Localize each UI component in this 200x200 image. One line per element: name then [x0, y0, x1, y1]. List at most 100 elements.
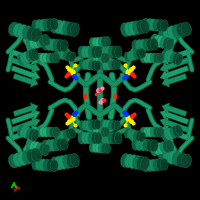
Ellipse shape	[17, 152, 28, 165]
Ellipse shape	[101, 143, 108, 153]
Ellipse shape	[55, 20, 64, 34]
Ellipse shape	[153, 143, 161, 155]
Ellipse shape	[156, 159, 165, 171]
Ellipse shape	[150, 53, 157, 63]
Ellipse shape	[163, 37, 171, 49]
Ellipse shape	[8, 22, 19, 36]
Ellipse shape	[105, 132, 112, 144]
Ellipse shape	[85, 120, 92, 130]
Ellipse shape	[29, 141, 37, 153]
Ellipse shape	[39, 127, 47, 137]
Ellipse shape	[49, 127, 57, 137]
Ellipse shape	[121, 23, 130, 37]
Ellipse shape	[46, 19, 55, 31]
Ellipse shape	[127, 51, 134, 61]
Ellipse shape	[26, 128, 33, 139]
Ellipse shape	[102, 120, 109, 130]
Polygon shape	[160, 125, 189, 140]
Ellipse shape	[45, 39, 54, 51]
Ellipse shape	[94, 119, 101, 129]
Ellipse shape	[46, 159, 55, 171]
Ellipse shape	[39, 53, 47, 63]
Ellipse shape	[95, 46, 102, 58]
Ellipse shape	[139, 48, 146, 58]
Ellipse shape	[82, 120, 89, 130]
Ellipse shape	[20, 126, 27, 137]
Ellipse shape	[66, 154, 75, 168]
Ellipse shape	[91, 120, 98, 130]
Ellipse shape	[170, 127, 177, 138]
Ellipse shape	[55, 156, 64, 170]
Ellipse shape	[167, 51, 174, 62]
Ellipse shape	[96, 53, 102, 63]
Ellipse shape	[78, 46, 85, 58]
Ellipse shape	[98, 37, 105, 47]
Ellipse shape	[149, 159, 157, 171]
Ellipse shape	[145, 19, 154, 31]
Ellipse shape	[49, 139, 57, 151]
Ellipse shape	[166, 140, 174, 152]
Ellipse shape	[96, 127, 102, 137]
Polygon shape	[162, 74, 187, 87]
Ellipse shape	[63, 130, 70, 140]
Ellipse shape	[90, 127, 96, 137]
Ellipse shape	[59, 155, 68, 169]
Ellipse shape	[95, 132, 102, 144]
Ellipse shape	[130, 50, 137, 60]
Ellipse shape	[92, 37, 99, 47]
Ellipse shape	[56, 39, 65, 51]
Ellipse shape	[143, 39, 151, 51]
Ellipse shape	[35, 159, 44, 171]
Ellipse shape	[129, 21, 138, 35]
Ellipse shape	[66, 51, 73, 61]
Ellipse shape	[166, 38, 174, 50]
Ellipse shape	[88, 60, 95, 70]
Ellipse shape	[13, 153, 24, 167]
Ellipse shape	[57, 131, 64, 141]
Ellipse shape	[36, 127, 43, 137]
Ellipse shape	[98, 143, 105, 153]
Ellipse shape	[93, 53, 99, 63]
Ellipse shape	[42, 34, 50, 46]
Polygon shape	[11, 117, 40, 132]
Ellipse shape	[89, 38, 96, 48]
Ellipse shape	[163, 141, 171, 153]
Ellipse shape	[132, 21, 141, 35]
Ellipse shape	[157, 53, 164, 63]
Ellipse shape	[91, 46, 99, 58]
Polygon shape	[13, 74, 38, 87]
Ellipse shape	[69, 128, 76, 138]
Ellipse shape	[88, 46, 95, 58]
Ellipse shape	[105, 46, 112, 58]
Ellipse shape	[60, 50, 67, 60]
Ellipse shape	[42, 38, 50, 50]
Ellipse shape	[147, 53, 154, 63]
Ellipse shape	[172, 25, 183, 38]
Ellipse shape	[140, 53, 147, 63]
Ellipse shape	[132, 40, 140, 52]
Ellipse shape	[161, 130, 169, 141]
Ellipse shape	[33, 37, 40, 48]
Ellipse shape	[160, 37, 167, 48]
Ellipse shape	[164, 50, 171, 61]
Ellipse shape	[39, 159, 47, 171]
Ellipse shape	[43, 159, 51, 171]
Ellipse shape	[143, 53, 151, 63]
Ellipse shape	[157, 143, 164, 154]
Ellipse shape	[167, 26, 178, 39]
Ellipse shape	[39, 19, 47, 31]
Polygon shape	[160, 109, 189, 124]
Ellipse shape	[160, 20, 168, 32]
Ellipse shape	[111, 46, 119, 58]
Ellipse shape	[39, 143, 47, 155]
Ellipse shape	[150, 38, 158, 50]
Ellipse shape	[172, 152, 183, 165]
Ellipse shape	[60, 40, 68, 52]
Ellipse shape	[92, 143, 99, 153]
Ellipse shape	[140, 127, 147, 137]
Ellipse shape	[163, 27, 174, 41]
Ellipse shape	[160, 142, 167, 153]
Ellipse shape	[142, 18, 150, 30]
Ellipse shape	[133, 130, 140, 140]
Ellipse shape	[149, 19, 157, 31]
